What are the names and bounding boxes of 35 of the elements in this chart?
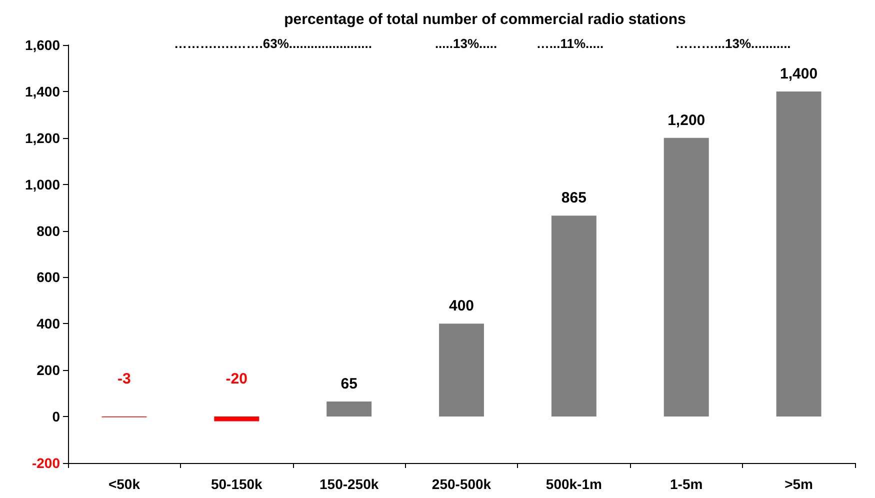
bar	[776, 91, 822, 417]
y-tick-label: 800	[36, 222, 60, 239]
y-tick-label: 200	[36, 362, 60, 378]
data-label: 1,200	[668, 112, 706, 129]
y-tick-label: 400	[36, 316, 60, 332]
x-tick-label: 150-250k	[319, 476, 379, 492]
annotation: ……….….…….63%.......................	[174, 36, 372, 51]
annotation: …...11%.....	[536, 36, 604, 51]
data-label: 1,400	[780, 65, 818, 82]
data-label: 65	[340, 375, 358, 392]
data-label: 400	[448, 298, 474, 315]
x-tick-label: 50-150k	[210, 476, 263, 492]
bar	[664, 138, 709, 417]
x-tick-label: 500k-1m	[546, 476, 602, 492]
bar	[326, 401, 372, 417]
bar	[214, 416, 260, 422]
y-tick-label: 1,400	[24, 83, 60, 100]
y-tick-label: 1,000	[24, 176, 60, 192]
data-label: -3	[118, 370, 131, 388]
bar	[551, 216, 596, 417]
bar	[439, 324, 484, 417]
y-tick-label: 1,600	[24, 37, 60, 53]
x-tick-label: <50k	[108, 476, 140, 492]
x-tick-label: 1-5m	[670, 476, 703, 492]
annotation: .....13%.....	[434, 36, 498, 51]
data-label: 865	[561, 190, 586, 207]
y-tick-label: 1,200	[24, 130, 60, 146]
y-tick-label: -200	[32, 455, 60, 471]
x-tick-label: 250-500k	[432, 476, 492, 492]
x-tick-label: >5m	[784, 476, 813, 492]
y-tick-label: 0	[52, 408, 60, 425]
data-label: -20	[226, 370, 248, 388]
y-tick-label: 600	[36, 269, 60, 286]
chart-title: percentage of total number of commercial radio stations	[284, 11, 686, 28]
annotation: ………...13%...........	[675, 36, 791, 51]
